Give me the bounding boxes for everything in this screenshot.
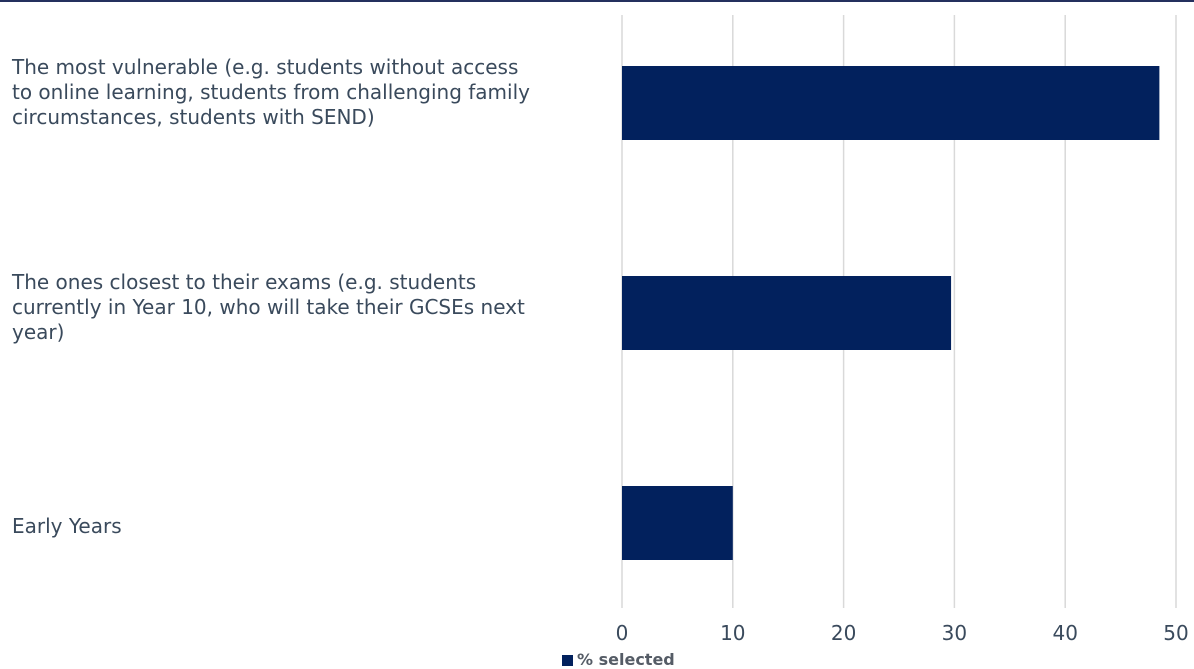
category-label-early-years: Early Years	[12, 514, 122, 538]
x-tick-label-20: 20	[831, 621, 856, 645]
x-tick-label-30: 30	[942, 621, 967, 645]
x-tick-label-40: 40	[1052, 621, 1077, 645]
bar-2	[622, 486, 733, 560]
category-label-most-vulnerable: The most vulnerable (e.g. students witho…	[12, 55, 530, 129]
bar-1	[622, 276, 952, 350]
x-tick-label-10: 10	[720, 621, 745, 645]
x-tick-labels: 0 10 20 30 40 50	[616, 621, 1189, 645]
legend-swatch	[562, 654, 573, 666]
legend: % selected	[562, 651, 675, 669]
x-tick-label-50: 50	[1163, 621, 1188, 645]
x-tick-label-0: 0	[616, 621, 629, 645]
top-border	[0, 0, 1194, 2]
bars	[622, 66, 1160, 560]
legend-label: % selected	[577, 650, 675, 669]
bar-0	[622, 66, 1160, 140]
category-label-closest-to-exams: The ones closest to their exams (e.g. st…	[12, 270, 525, 344]
